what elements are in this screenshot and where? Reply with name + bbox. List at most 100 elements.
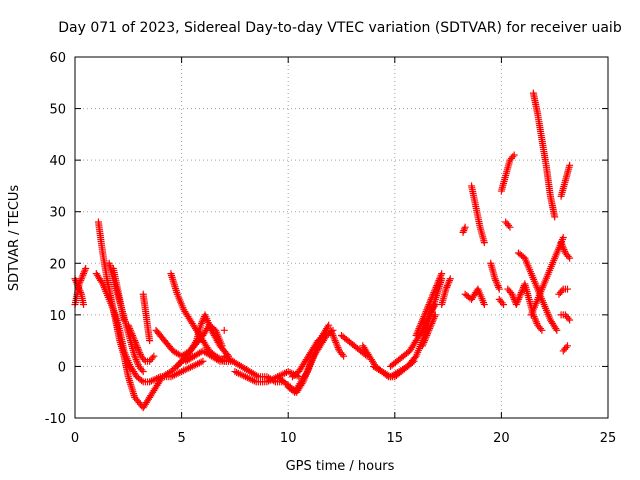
data-point (442, 285, 450, 293)
data-point (330, 333, 338, 341)
data-point (446, 276, 454, 284)
data-point (133, 357, 141, 365)
y-tick-label: 60 (49, 51, 66, 66)
data-point (495, 285, 503, 293)
data-point (423, 330, 431, 338)
data-point (443, 283, 451, 291)
data-point (421, 335, 429, 343)
data-point (426, 325, 434, 333)
data-point (148, 354, 156, 362)
data-point (253, 372, 261, 380)
y-tick-label: 0 (58, 360, 66, 375)
y-tick-label: -10 (45, 412, 66, 427)
data-point (431, 311, 439, 319)
data-point (430, 314, 438, 322)
data-point (214, 356, 222, 364)
data-point (139, 368, 147, 376)
data-point (423, 331, 431, 339)
x-tick-label: 15 (387, 431, 404, 446)
grid-lines (75, 57, 608, 418)
data-point (446, 275, 454, 283)
data-point (509, 153, 517, 161)
data-point (430, 302, 438, 310)
data-point (419, 342, 427, 350)
data-point (126, 325, 134, 333)
data-point (563, 285, 571, 293)
data-point (302, 369, 310, 377)
data-point (553, 326, 561, 334)
data-point (429, 316, 437, 324)
y-tick-label: 40 (49, 154, 66, 169)
data-point (130, 335, 138, 343)
data-point (426, 323, 434, 331)
data-point (80, 270, 88, 278)
x-tick-label: 25 (600, 431, 617, 446)
data-point (562, 344, 570, 352)
x-axis-label: GPS time / hours (286, 459, 395, 474)
plot-frame (74, 56, 609, 419)
data-point (412, 331, 420, 339)
data-point (426, 299, 434, 307)
data-point (508, 290, 516, 298)
data-point (492, 278, 500, 286)
data-point (150, 352, 158, 360)
x-tick-label: 5 (177, 431, 185, 446)
data-point (425, 326, 433, 334)
data-point (460, 225, 468, 233)
data-point (135, 347, 143, 355)
data-point (421, 311, 429, 319)
data-point (138, 377, 146, 385)
data-point (491, 275, 499, 283)
data-point (512, 301, 520, 309)
data-point (432, 283, 440, 291)
data-point (566, 316, 574, 324)
data-point (516, 292, 524, 300)
data-point (80, 301, 88, 309)
data-point (563, 342, 571, 350)
data-point (428, 292, 436, 300)
data-point (513, 299, 521, 307)
data-point (421, 309, 429, 317)
data-point (338, 350, 346, 358)
data-point (460, 227, 468, 235)
data-point (72, 278, 80, 286)
data-point (443, 282, 451, 290)
data-point (564, 252, 572, 260)
data-point (434, 278, 442, 286)
data-point (420, 313, 428, 321)
data-point (72, 276, 80, 284)
data-point (435, 276, 443, 284)
data-point (428, 294, 436, 302)
data-point (131, 338, 139, 346)
data-point (416, 323, 424, 331)
data-point (431, 285, 439, 293)
data-point (436, 275, 444, 283)
data-point (438, 270, 446, 278)
data-point (126, 326, 134, 334)
data-point (558, 240, 566, 248)
data-point (557, 239, 565, 247)
data-point (498, 299, 506, 307)
data-point (324, 323, 332, 331)
data-point (518, 287, 526, 295)
data-point (134, 344, 142, 352)
data-point (132, 356, 140, 364)
data-point (492, 276, 500, 284)
data-point (427, 321, 435, 329)
data-point (78, 273, 86, 281)
data-point (421, 337, 429, 345)
data-point (134, 359, 142, 367)
data-point (415, 325, 423, 333)
data-point (424, 328, 432, 336)
data-point (425, 301, 433, 309)
data-point (427, 295, 435, 303)
data-point (531, 314, 539, 322)
data-point (566, 254, 574, 262)
data-point (422, 333, 430, 341)
data-point (413, 330, 421, 338)
data-point (77, 275, 85, 283)
data-point (430, 289, 438, 297)
data-point (333, 342, 341, 350)
x-tick-label: 10 (280, 431, 297, 446)
data-point (444, 280, 452, 288)
